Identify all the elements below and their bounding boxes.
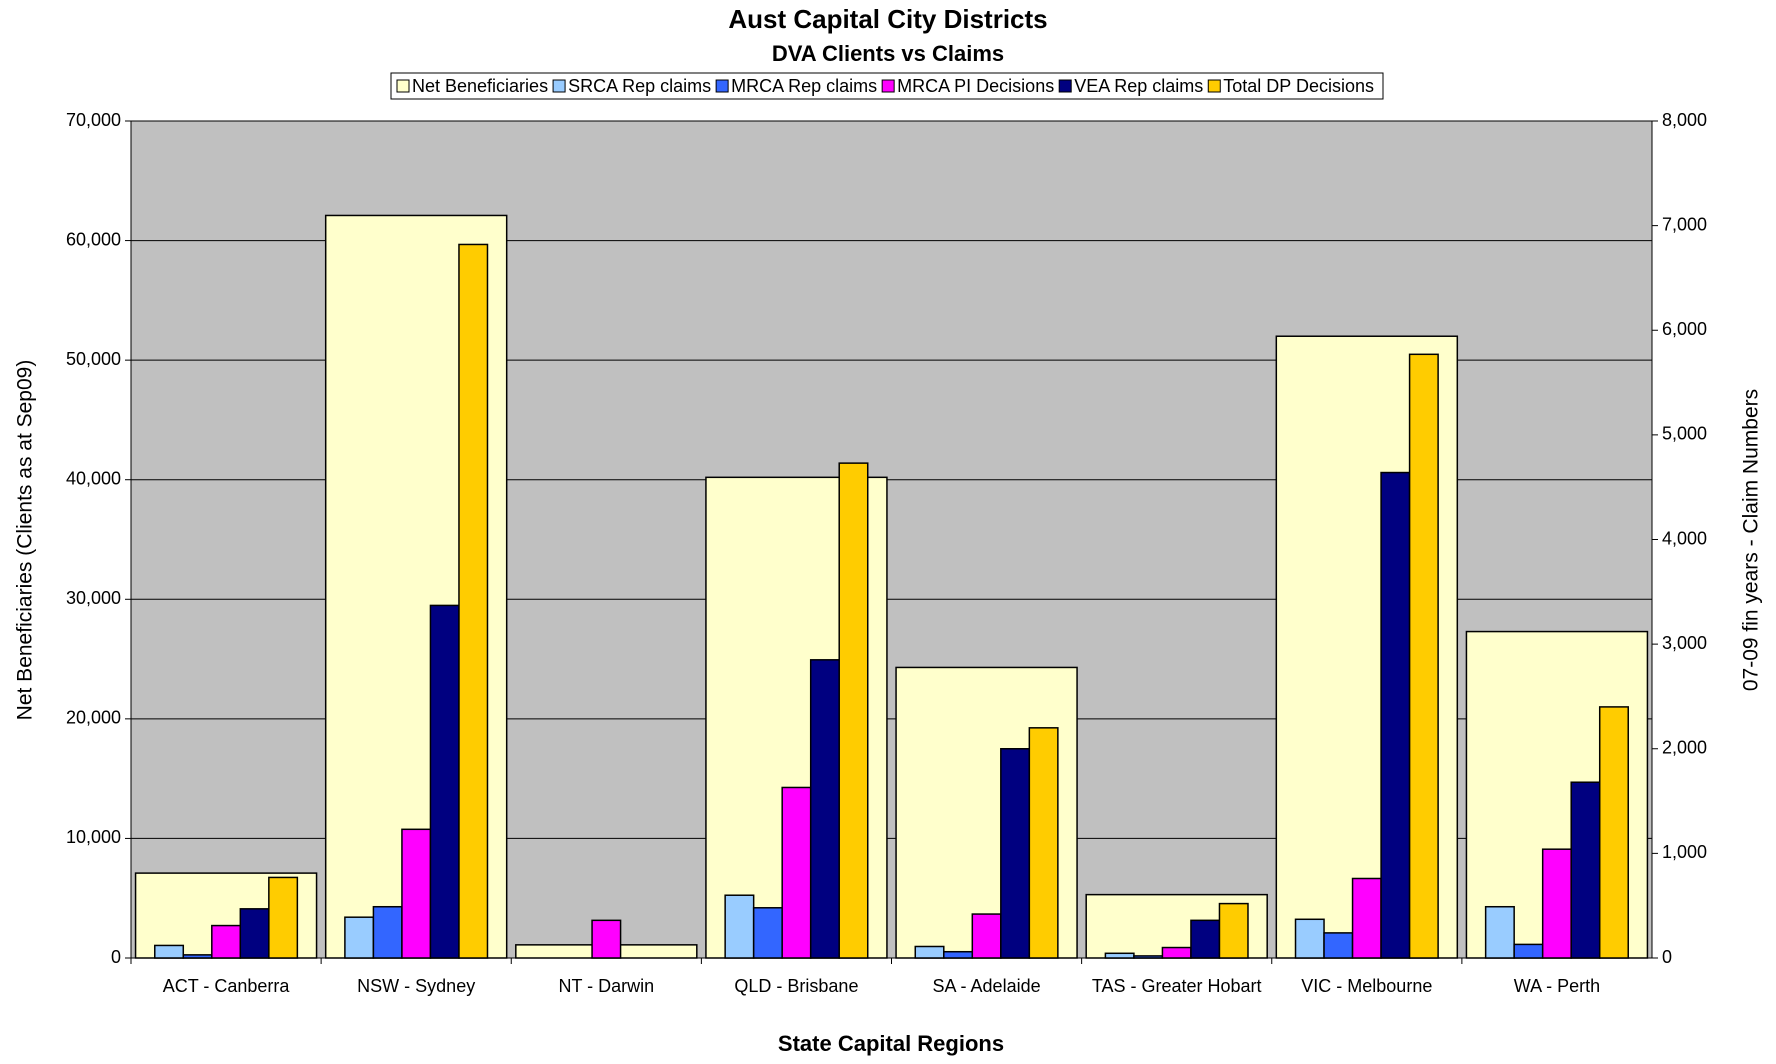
y2-tick-label: 5,000 <box>1662 424 1707 444</box>
bar <box>914 945 945 959</box>
y-tick-label: 30,000 <box>66 588 121 608</box>
bar <box>1028 727 1059 959</box>
bar <box>344 916 375 959</box>
bar <box>752 907 783 959</box>
legend-label: MRCA PI Decisions <box>897 76 1054 96</box>
bar <box>1380 471 1411 959</box>
legend-swatch <box>1207 79 1221 93</box>
y2-tick-label: 7,000 <box>1662 214 1707 234</box>
bar <box>239 908 270 959</box>
legend-swatch <box>881 79 895 93</box>
bar <box>838 462 869 959</box>
x-tick-label: QLD - Brisbane <box>734 976 858 996</box>
bar <box>943 950 974 959</box>
bar <box>1484 905 1515 959</box>
bar <box>1218 902 1249 959</box>
y2-axis-title: 07-09 fin years - Claim Numbers <box>1740 389 1763 691</box>
legend-label: Total DP Decisions <box>1223 76 1374 96</box>
legend-label: VEA Rep claims <box>1074 76 1203 96</box>
legend-swatch <box>1058 79 1072 93</box>
bar <box>1190 919 1221 959</box>
bar <box>971 913 1002 959</box>
bar <box>1323 932 1354 959</box>
legend-label: SRCA Rep claims <box>568 76 711 96</box>
x-tick-label: VIC - Melbourne <box>1301 976 1432 996</box>
y2-tick-label: 0 <box>1662 947 1672 967</box>
bar <box>1000 748 1031 959</box>
chart-subtitle: DVA Clients vs Claims <box>772 41 1004 66</box>
x-tick-label: NSW - Sydney <box>357 976 475 996</box>
bar <box>1598 706 1629 959</box>
x-tick-label: SA - Adelaide <box>933 976 1041 996</box>
y2-tick-label: 6,000 <box>1662 319 1707 339</box>
y-tick-label: 50,000 <box>66 349 121 369</box>
bar <box>1541 848 1572 959</box>
y2-tick-label: 8,000 <box>1662 110 1707 130</box>
bar <box>1161 946 1192 959</box>
y-tick-label: 0 <box>111 947 121 967</box>
legend-swatch <box>552 79 566 93</box>
x-tick-label: ACT - Canberra <box>163 976 291 996</box>
x-tick-label: NT - Darwin <box>558 976 654 996</box>
bar <box>458 243 489 959</box>
bar <box>429 604 460 959</box>
y-tick-label: 40,000 <box>66 468 121 488</box>
y-tick-label: 20,000 <box>66 708 121 728</box>
y2-tick-label: 3,000 <box>1662 633 1707 653</box>
bar <box>401 828 432 959</box>
bar <box>1408 353 1439 959</box>
y-tick-label: 70,000 <box>66 110 121 130</box>
bar <box>211 924 242 959</box>
bar <box>1351 877 1382 959</box>
chart-title: Aust Capital City Districts <box>728 4 1047 34</box>
bar <box>809 659 840 959</box>
bar <box>1513 943 1544 959</box>
legend-swatch <box>715 79 729 93</box>
y-axis-title: Net Beneficiaries (Clients as at Sep09) <box>14 360 37 721</box>
bar <box>1570 781 1601 959</box>
bar <box>781 786 812 959</box>
bar <box>1104 952 1135 959</box>
bar <box>724 894 755 959</box>
y2-tick-label: 1,000 <box>1662 842 1707 862</box>
x-tick-label: WA - Perth <box>1514 976 1600 996</box>
y2-tick-label: 4,000 <box>1662 528 1707 548</box>
legend-swatch <box>396 79 410 93</box>
bar <box>268 876 299 959</box>
bar <box>154 944 185 959</box>
legend-label: MRCA Rep claims <box>731 76 877 96</box>
bar <box>1294 918 1325 959</box>
bar <box>591 919 622 959</box>
x-axis-title: State Capital Regions <box>778 1031 1004 1056</box>
y-tick-label: 60,000 <box>66 229 121 249</box>
y2-tick-label: 2,000 <box>1662 738 1707 758</box>
legend-label: Net Beneficiaries <box>412 76 548 96</box>
x-tick-label: TAS - Greater Hobart <box>1092 976 1262 996</box>
bar <box>372 905 403 959</box>
y-tick-label: 10,000 <box>66 827 121 847</box>
